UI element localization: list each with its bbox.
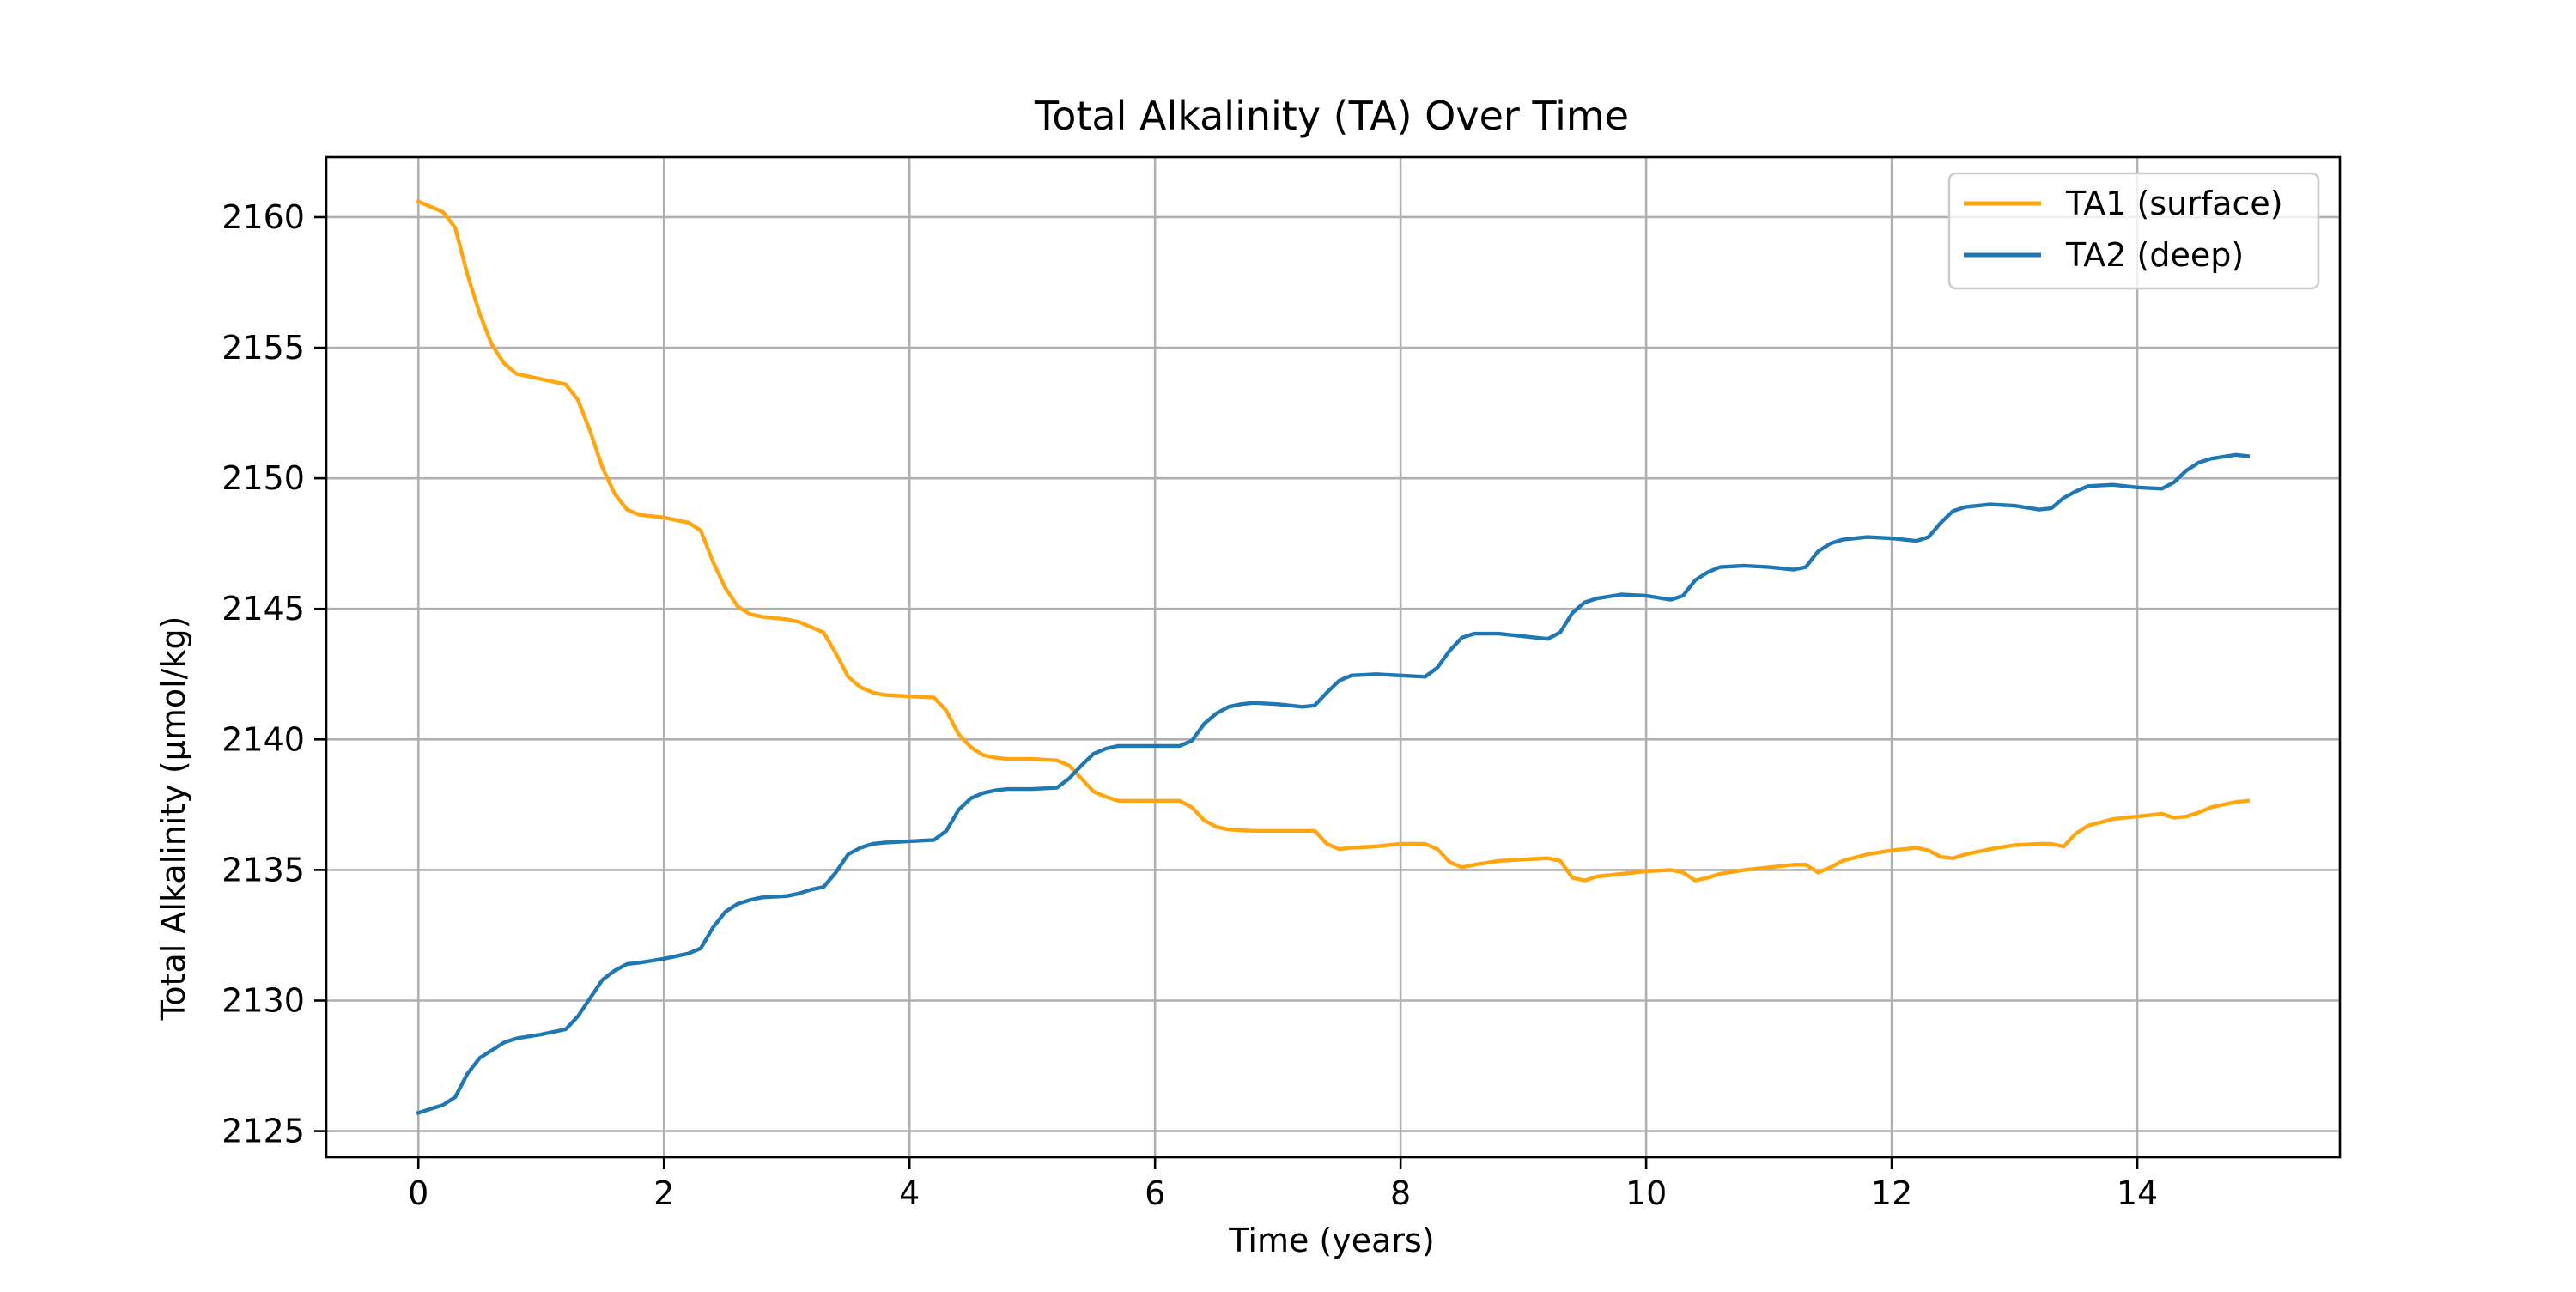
x-tick-label: 2 [653, 1174, 674, 1212]
legend-label-deep: TA2 (deep) [2065, 236, 2244, 274]
series-line-ta1-surface [416, 198, 2251, 883]
legend-label-surface: TA1 (surface) [2065, 185, 2283, 222]
y-tick-label: 2125 [222, 1113, 305, 1150]
y-axis-ticks: 2125 2130 2135 2140 2145 2150 2155 2160 [222, 198, 326, 1150]
series-lines [416, 198, 2251, 1116]
chart-title: Total Alkalinity (TA) Over Time [1034, 93, 1629, 139]
y-tick-label: 2145 [222, 590, 305, 628]
y-axis-label: Total Alkalinity (µmol/kg) [155, 616, 192, 1022]
x-tick-label: 14 [2117, 1174, 2158, 1212]
x-tick-label: 4 [899, 1174, 920, 1212]
plot-area-frame [325, 155, 2342, 1159]
x-tick-label: 8 [1390, 1174, 1411, 1212]
y-tick-label: 2140 [222, 720, 305, 758]
series-line-ta2-deep [416, 452, 2251, 1116]
x-axis-label: Time (years) [1228, 1222, 1434, 1259]
x-tick-label: 12 [1871, 1174, 1912, 1212]
grid-lines [326, 157, 2340, 1157]
y-tick-label: 2160 [222, 198, 305, 236]
legend: TA1 (surface) TA2 (deep) [1947, 172, 2320, 290]
x-axis-ticks: 0 2 4 6 8 10 12 14 [408, 1157, 2158, 1212]
legend-box [1947, 172, 2320, 290]
x-tick-label: 6 [1145, 1174, 1165, 1212]
y-tick-label: 2135 [222, 851, 305, 889]
y-tick-label: 2155 [222, 329, 305, 367]
x-tick-label: 10 [1625, 1174, 1667, 1212]
x-tick-label: 0 [408, 1174, 428, 1212]
y-tick-label: 2150 [222, 459, 305, 497]
y-tick-label: 2130 [222, 981, 305, 1019]
